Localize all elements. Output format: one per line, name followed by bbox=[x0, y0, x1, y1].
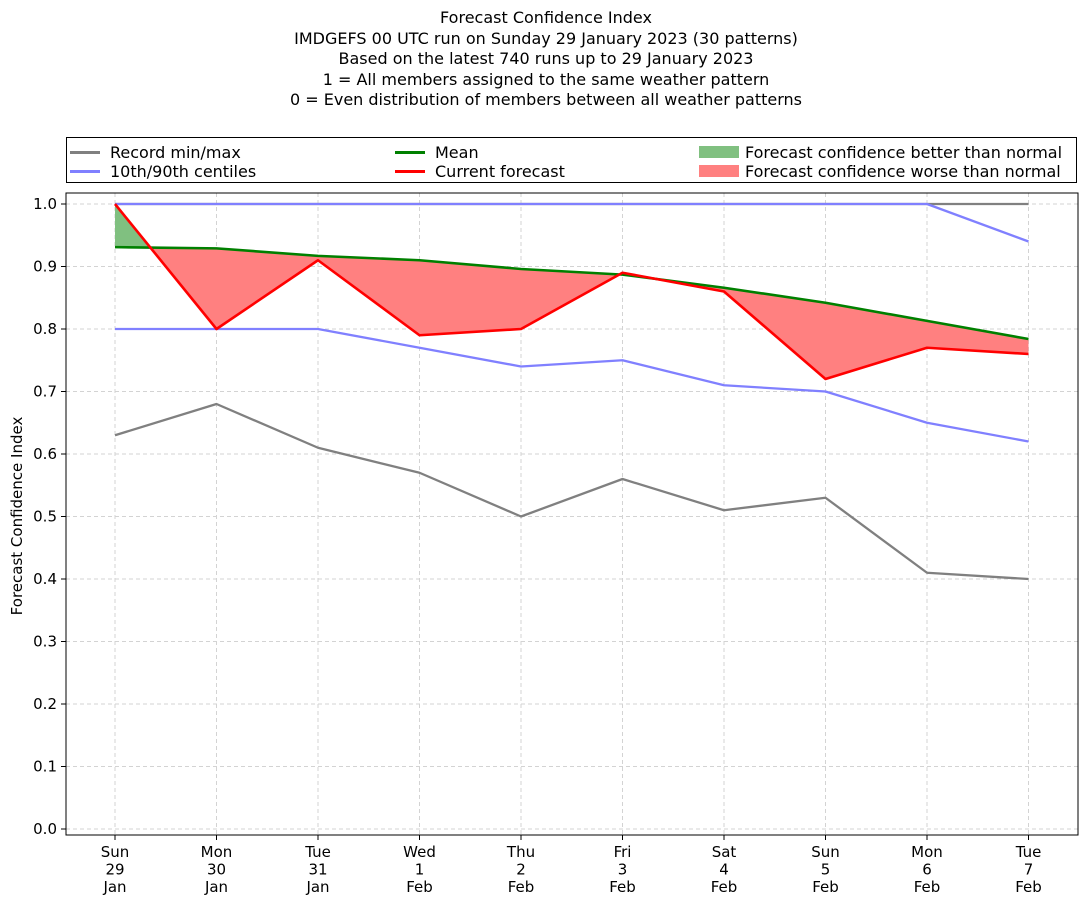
y-tick-label: 0.8 bbox=[33, 320, 57, 338]
series-line-current bbox=[113, 203, 1029, 381]
x-tick-label: Feb bbox=[914, 878, 941, 896]
x-tick-label: 29 bbox=[105, 861, 124, 879]
worse-than-normal-fill bbox=[825, 302, 927, 379]
series-line-p90 bbox=[115, 202, 1029, 243]
x-tick-label: 1 bbox=[415, 861, 425, 879]
x-tick-label: 7 bbox=[1024, 861, 1034, 879]
legend-item-centiles: 10th/90th centiles bbox=[70, 161, 257, 181]
y-tick-label: 0.5 bbox=[33, 508, 57, 526]
series-line-mean bbox=[114, 245, 1029, 341]
x-tick-label: 3 bbox=[618, 861, 628, 879]
legend-label-better: Forecast confidence better than normal bbox=[745, 142, 1063, 162]
legend-item-record: Record min/max bbox=[70, 142, 241, 162]
y-tick-label: 1.0 bbox=[33, 195, 57, 213]
title-line-3: Based on the latest 740 runs up to 29 Ja… bbox=[338, 49, 754, 68]
legend-swatch-current bbox=[395, 169, 425, 173]
legend-item-worse: Forecast confidence worse than normal bbox=[699, 161, 1061, 181]
legend-swatch-better bbox=[699, 146, 739, 158]
x-tick-label: Jan bbox=[305, 878, 329, 896]
y-tick-label: 0.4 bbox=[33, 570, 57, 588]
x-tick-label: Sun bbox=[101, 843, 130, 861]
series-line-record-min bbox=[114, 402, 1029, 581]
y-tick-label: 0.0 bbox=[33, 820, 57, 838]
series-lines bbox=[113, 202, 1029, 581]
legend-item-mean: Mean bbox=[395, 142, 479, 162]
x-tick-label: Feb bbox=[406, 878, 433, 896]
x-tick-label: 6 bbox=[922, 861, 932, 879]
x-tick-label: 5 bbox=[821, 861, 831, 879]
x-tick-label: Feb bbox=[711, 878, 738, 896]
x-tick-label: Feb bbox=[609, 878, 636, 896]
y-tick-label: 0.2 bbox=[33, 695, 57, 713]
title-line-2: IMDGEFS 00 UTC run on Sunday 29 January … bbox=[294, 28, 798, 48]
legend-swatch-worse bbox=[699, 165, 739, 177]
legend-label-centiles: 10th/90th centiles bbox=[110, 161, 257, 181]
y-tick-label: 0.1 bbox=[33, 758, 57, 776]
x-tick-label: Tue bbox=[304, 843, 331, 861]
worse-than-normal-fill bbox=[927, 320, 1029, 354]
legend-item-better: Forecast confidence better than normal bbox=[699, 142, 1063, 162]
y-tick-label: 0.3 bbox=[33, 633, 57, 651]
legend-label-mean: Mean bbox=[435, 142, 479, 162]
y-tick-label: 0.6 bbox=[33, 445, 57, 463]
y-tick-label: 0.7 bbox=[33, 383, 57, 401]
x-tick-label: Jan bbox=[102, 878, 126, 896]
x-tick-label: Thu bbox=[506, 843, 535, 861]
chart-title: Forecast Confidence Index IMDGEFS 00 UTC… bbox=[0, 8, 1092, 111]
x-tick-label: 30 bbox=[207, 861, 226, 879]
x-tick-label: Sun bbox=[811, 843, 840, 861]
worse-than-normal-fill bbox=[419, 260, 521, 336]
x-tick-label: 4 bbox=[719, 861, 729, 879]
x-tick-label: 31 bbox=[308, 861, 327, 879]
y-tick-label: 0.9 bbox=[33, 258, 57, 276]
legend-label-worse: Forecast confidence worse than normal bbox=[745, 161, 1061, 181]
x-tick-label: Fri bbox=[614, 843, 632, 861]
x-tick-label: 2 bbox=[516, 861, 526, 879]
y-axis-label: Forecast Confidence Index bbox=[8, 417, 26, 616]
x-tick-label: Tue bbox=[1015, 843, 1042, 861]
legend-label-record: Record min/max bbox=[110, 142, 241, 162]
axis-ticks: 0.00.10.20.30.40.50.60.70.80.91.0Sun29Ja… bbox=[33, 195, 1042, 896]
confidence-fills bbox=[115, 204, 1029, 379]
x-tick-label: Jan bbox=[204, 878, 228, 896]
legend-swatch-centiles bbox=[70, 169, 100, 173]
legend-swatch-mean bbox=[395, 150, 425, 154]
series-line-p10 bbox=[115, 327, 1029, 443]
x-tick-label: Mon bbox=[201, 843, 233, 861]
title-line-1: Forecast Confidence Index bbox=[440, 8, 652, 27]
worse-than-normal-fill bbox=[216, 248, 318, 329]
legend: Record min/max 10th/90th centiles Mean C… bbox=[66, 137, 1077, 183]
legend-swatch-record bbox=[70, 150, 100, 154]
x-tick-label: Sat bbox=[712, 843, 737, 861]
title-line-4: 1 = All members assigned to the same wea… bbox=[322, 69, 770, 89]
title-line-5: 0 = Even distribution of members between… bbox=[289, 90, 803, 109]
x-tick-label: Mon bbox=[911, 843, 943, 861]
legend-item-current: Current forecast bbox=[395, 161, 565, 181]
x-tick-label: Feb bbox=[508, 878, 535, 896]
x-tick-label: Feb bbox=[1015, 878, 1042, 896]
x-tick-label: Wed bbox=[403, 843, 436, 861]
plot-frame bbox=[65, 192, 1079, 836]
legend-label-current: Current forecast bbox=[435, 161, 565, 181]
x-tick-label: Feb bbox=[812, 878, 839, 896]
